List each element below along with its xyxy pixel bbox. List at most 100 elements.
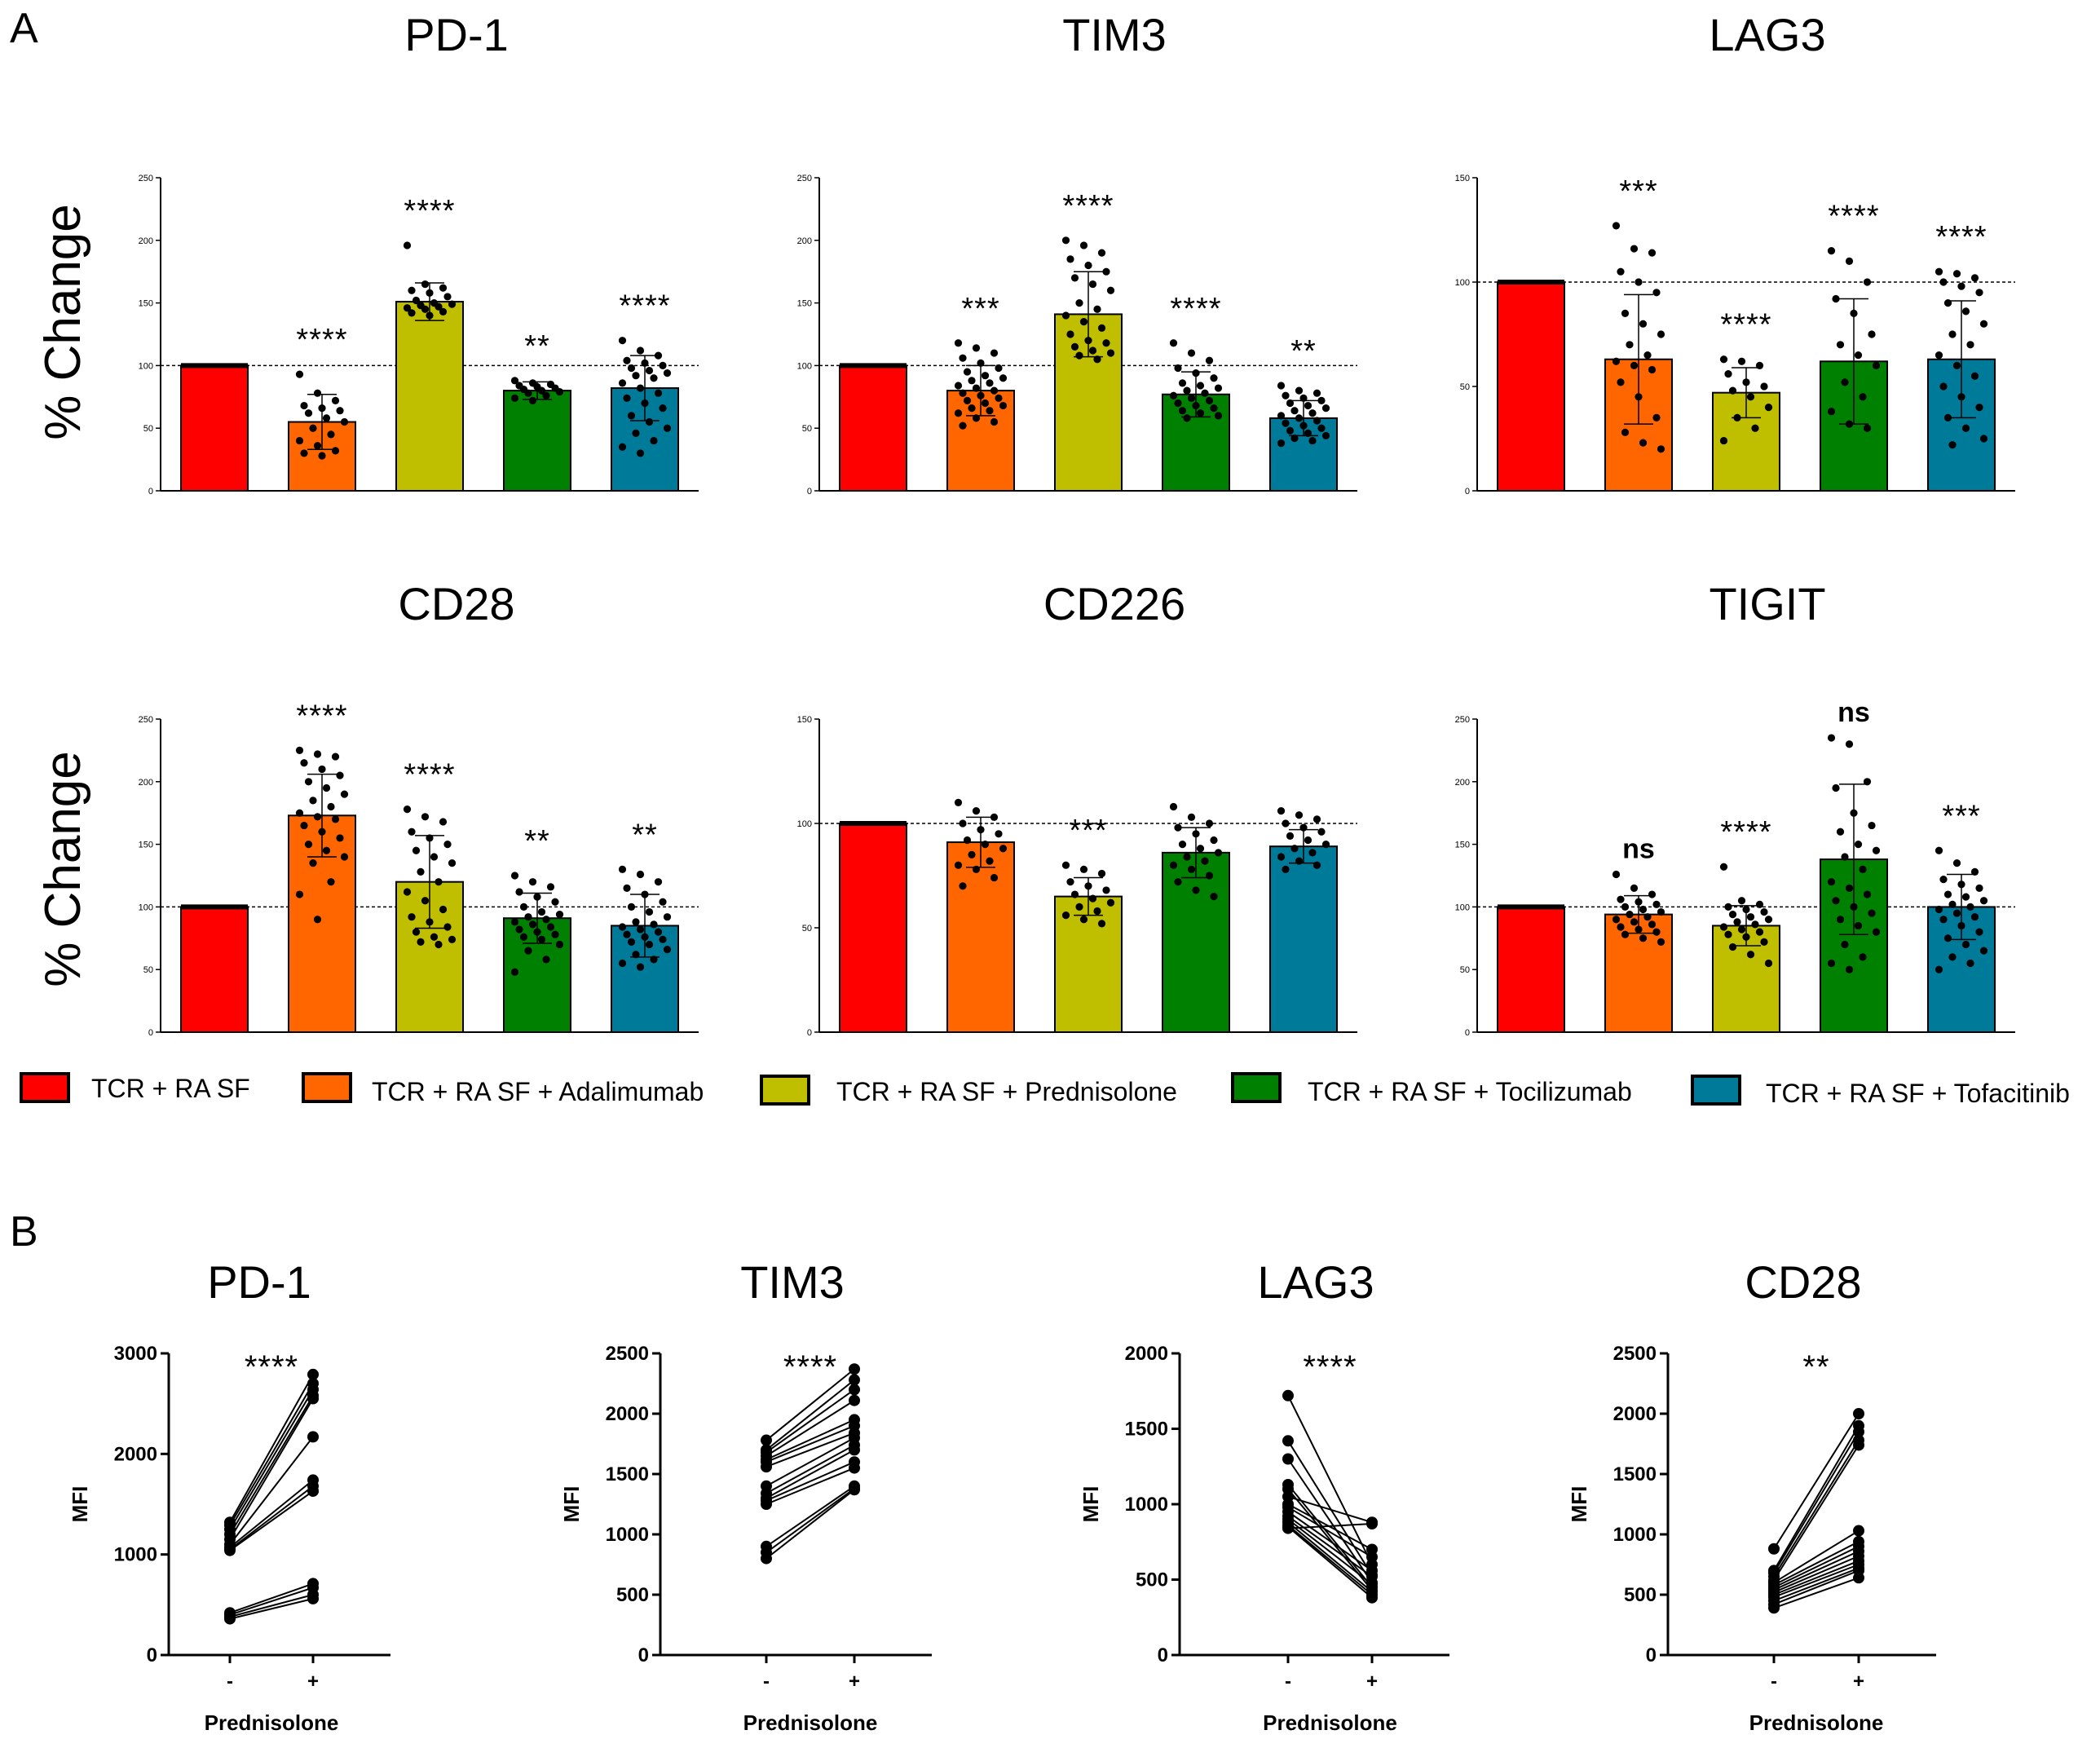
data-point xyxy=(636,384,645,392)
data-point xyxy=(1751,424,1759,432)
data-point xyxy=(408,828,416,836)
data-point xyxy=(1169,391,1178,399)
data-point xyxy=(1836,341,1845,349)
data-point xyxy=(1061,236,1070,245)
data-point xyxy=(1079,916,1088,924)
significance-stars: **** xyxy=(1170,292,1221,326)
bar-chart-tigit: TIGIT 0 50 100 150 200 250 ns **** ns *** xyxy=(1455,578,2015,1038)
y-tick-label: 150 xyxy=(139,299,153,309)
data-point xyxy=(650,436,658,445)
data-point xyxy=(1277,439,1286,448)
paired-line xyxy=(765,1449,855,1499)
data-point xyxy=(537,935,546,943)
data-point xyxy=(1939,916,1948,924)
data-point xyxy=(1282,819,1290,828)
bar xyxy=(503,390,571,492)
data-point xyxy=(1097,324,1106,332)
data-point xyxy=(1872,846,1881,854)
data-point xyxy=(627,412,636,420)
data-point xyxy=(336,834,344,842)
legend-swatch xyxy=(760,1075,810,1106)
data-point xyxy=(1277,807,1286,815)
data-point xyxy=(1957,881,1965,889)
paired-line xyxy=(765,1379,855,1451)
data-point xyxy=(1061,861,1070,869)
data-point xyxy=(1621,930,1630,938)
y-tick-label: 0 xyxy=(1465,1028,1470,1038)
x-axis-label: Prednisolone xyxy=(1749,1710,1884,1735)
data-point xyxy=(1635,925,1643,933)
bar xyxy=(180,906,249,1034)
bar xyxy=(1497,906,1565,1034)
data-point xyxy=(650,920,658,929)
y-tick-label: 250 xyxy=(139,174,153,183)
data-point xyxy=(1975,928,1983,936)
legend-label: TCR + RA SF xyxy=(91,1074,250,1103)
paired-line xyxy=(1287,1440,1373,1576)
data-point xyxy=(1948,900,1957,908)
data-point xyxy=(632,429,640,437)
y-tick-label: 50 xyxy=(802,424,812,434)
y-tick-label: 2000 xyxy=(1613,1403,1657,1425)
data-point xyxy=(995,830,1003,838)
data-point xyxy=(1952,859,1961,867)
data-point xyxy=(430,933,439,941)
data-point xyxy=(318,452,326,460)
bar xyxy=(180,364,249,492)
paired-chart-lag3: LAG3 0 500 1000 1500 2000 - + Prednisolone MFI ***… xyxy=(1079,1256,1449,1735)
data-point xyxy=(623,930,631,938)
data-point xyxy=(524,389,532,397)
data-point xyxy=(954,339,963,347)
data-point xyxy=(981,399,990,408)
x-tick-label: + xyxy=(1366,1671,1378,1693)
paired-line xyxy=(229,1587,314,1616)
data-point xyxy=(632,372,640,380)
data-point xyxy=(1084,261,1092,270)
data-point xyxy=(636,346,645,355)
data-point xyxy=(555,388,564,396)
data-point-after xyxy=(1853,1525,1864,1537)
data-point xyxy=(1210,836,1218,845)
data-point xyxy=(1196,382,1205,390)
data-point xyxy=(986,407,994,415)
data-point xyxy=(1639,320,1648,328)
data-point xyxy=(650,374,658,382)
data-point xyxy=(1943,890,1952,898)
data-point-after xyxy=(307,1393,319,1405)
data-point xyxy=(322,846,331,854)
paired-chart-pd-1: PD-1 0 1000 2000 3000 - + Prednisolone MFI **** xyxy=(68,1256,390,1735)
paired-line xyxy=(1287,1506,1373,1558)
data-point xyxy=(1939,278,1948,286)
y-axis-label: MFI xyxy=(68,1486,92,1523)
data-point xyxy=(1746,393,1755,401)
data-point xyxy=(981,372,990,380)
chart-title: CD226 xyxy=(1043,578,1185,629)
y-tick-label: 0 xyxy=(1465,487,1470,497)
y-tick-label: 100 xyxy=(797,361,812,371)
data-point xyxy=(309,797,317,805)
data-point xyxy=(318,404,326,413)
data-point xyxy=(408,286,416,294)
data-point xyxy=(331,447,340,455)
data-point xyxy=(1097,249,1106,257)
data-point xyxy=(1863,778,1872,786)
panel-label-b: B xyxy=(10,1208,38,1256)
data-point xyxy=(999,401,1008,410)
data-point xyxy=(443,293,452,301)
paired-chart-cd28: CD28 0 500 1000 1500 2000 2500 - + Prednisolone MF… xyxy=(1567,1256,1936,1735)
data-point xyxy=(1075,299,1083,307)
data-point xyxy=(1657,938,1665,947)
data-point xyxy=(412,846,421,854)
y-tick-label: 1500 xyxy=(1125,1419,1168,1441)
data-point xyxy=(963,368,972,376)
significance-stars: **** xyxy=(619,289,670,324)
data-point xyxy=(1192,886,1200,894)
data-point xyxy=(1635,898,1643,906)
data-point xyxy=(1935,905,1943,914)
paired-line xyxy=(765,1432,855,1468)
data-point-before xyxy=(1282,1453,1294,1465)
data-point xyxy=(537,907,546,916)
data-point xyxy=(1648,365,1657,374)
y-tick-label: 50 xyxy=(143,424,153,434)
data-point xyxy=(1872,928,1881,936)
